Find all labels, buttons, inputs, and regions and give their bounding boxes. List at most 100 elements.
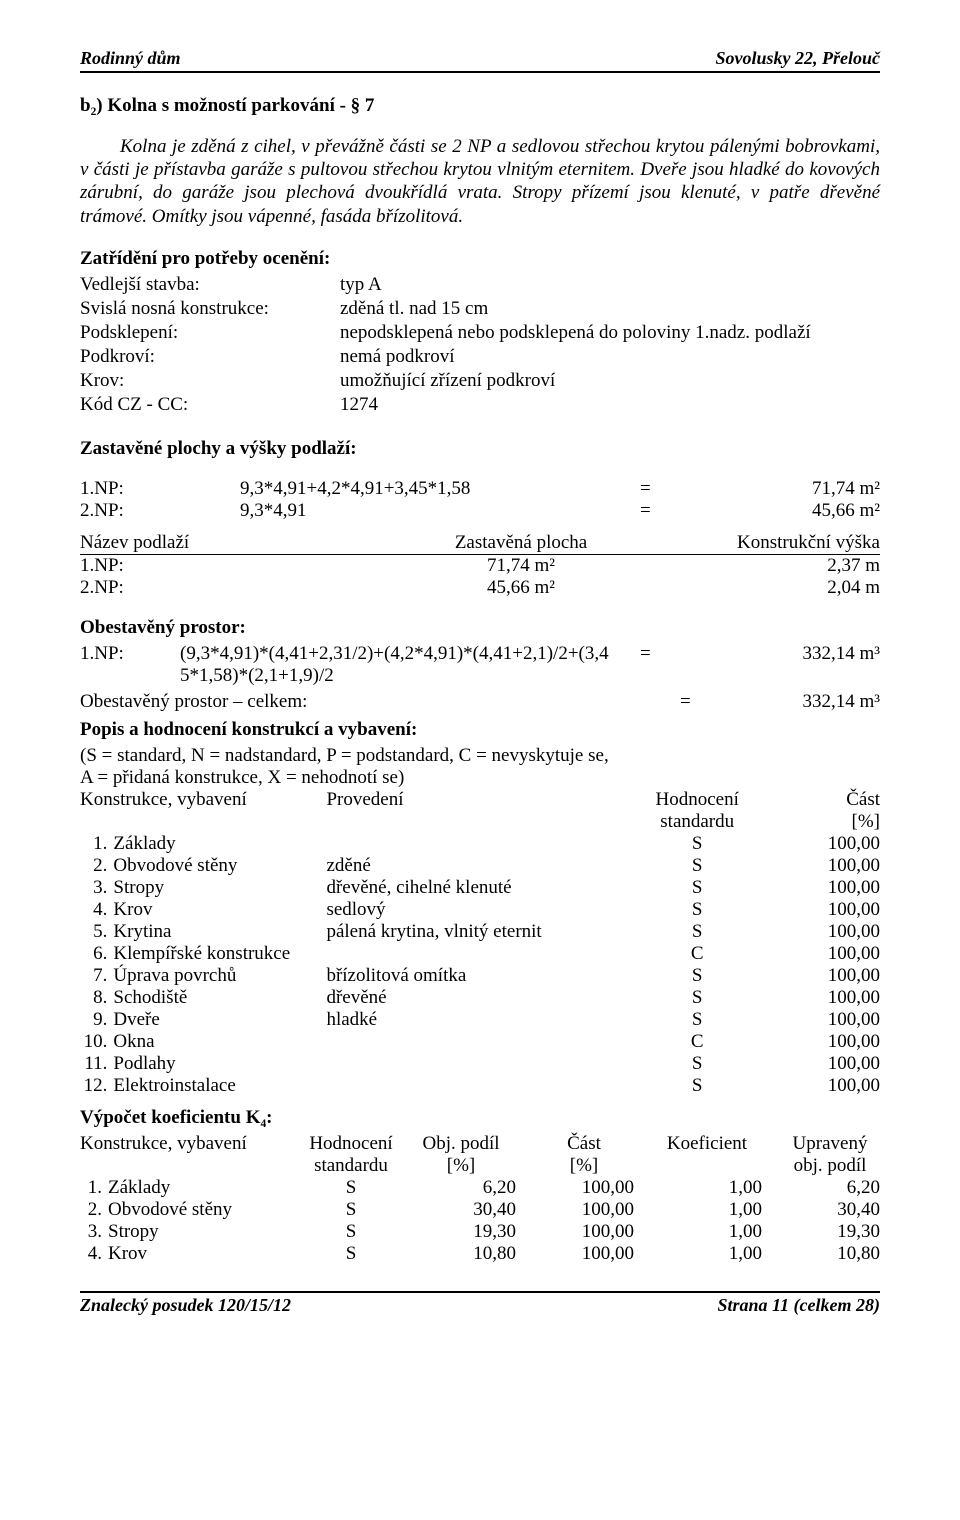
konst-h: S bbox=[640, 921, 755, 943]
konst-name: Dveře bbox=[113, 1009, 326, 1031]
koef-h6: Upravený bbox=[780, 1133, 880, 1155]
koef-num: 2. bbox=[80, 1199, 108, 1221]
koef-h2b: standardu bbox=[296, 1155, 406, 1177]
koef-c: 100,00 bbox=[534, 1177, 652, 1199]
konst-h: S bbox=[640, 1075, 755, 1097]
konst-header: Konstrukce, vybaveníProvedeníHodnoceníČá… bbox=[80, 789, 880, 811]
plochy-expr: 9,3*4,91+4,2*4,91+3,45*1,58 bbox=[240, 478, 640, 500]
konst-num: 7. bbox=[80, 965, 113, 987]
konst-p: 100,00 bbox=[755, 921, 880, 943]
plochy-label: 1.NP: bbox=[80, 478, 240, 500]
plochy-val: 45,66 m² bbox=[680, 500, 880, 522]
konst-h: S bbox=[640, 1009, 755, 1031]
nazev-h2: Zastavěná plocha bbox=[388, 532, 655, 555]
koef-h2: Hodnocení bbox=[296, 1133, 406, 1155]
koef-heading: Výpočet koeficientu K₄: bbox=[80, 1107, 880, 1129]
nazev-table: Název podlažíZastavěná plochaKonstrukční… bbox=[80, 532, 880, 599]
konst-prov: zděné bbox=[326, 855, 639, 877]
koef-num: 3. bbox=[80, 1221, 108, 1243]
zatrideni-key: Kód CZ - CC: bbox=[80, 394, 340, 418]
konst-name: Okna bbox=[113, 1031, 326, 1053]
konst-h: S bbox=[640, 987, 755, 1009]
zatrideni-row: Svislá nosná konstrukce:zděná tl. nad 15… bbox=[80, 298, 811, 322]
konst-h3: Hodnocení bbox=[640, 789, 755, 811]
obest-heading: Obestavěný prostor: bbox=[80, 617, 880, 639]
koef-h3: Obj. podíl bbox=[406, 1133, 534, 1155]
koef-k: 1,00 bbox=[652, 1221, 780, 1243]
koef-u: 6,20 bbox=[780, 1177, 880, 1199]
obest-row: 1.NP:(9,3*4,91)*(4,41+2,31/2)+(4,2*4,91)… bbox=[80, 643, 880, 687]
konst-prov: pálená krytina, vlnitý eternit bbox=[326, 921, 639, 943]
konst-num: 9. bbox=[80, 1009, 113, 1031]
obest-table: 1.NP:(9,3*4,91)*(4,41+2,31/2)+(4,2*4,91)… bbox=[80, 643, 880, 687]
konst-row: 8.SchodištědřevěnéS100,00 bbox=[80, 987, 880, 1009]
konst-p: 100,00 bbox=[755, 833, 880, 855]
koef-op: 30,40 bbox=[406, 1199, 534, 1221]
koef-hval: S bbox=[296, 1243, 406, 1265]
koef-op: 6,20 bbox=[406, 1177, 534, 1199]
konst-prov bbox=[326, 1031, 639, 1053]
konst-h4b: [%] bbox=[755, 811, 880, 833]
konst-h: S bbox=[640, 855, 755, 877]
konst-h: C bbox=[640, 943, 755, 965]
konst-prov: břízolitová omítka bbox=[326, 965, 639, 987]
paragraph: Kolna je zděná z cihel, v převážně části… bbox=[80, 135, 880, 228]
konst-num: 8. bbox=[80, 987, 113, 1009]
obest-total: Obestavěný prostor – celkem: = 332,14 m³ bbox=[80, 691, 880, 713]
konst-row: 3.Stropydřevěné, cihelné klenutéS100,00 bbox=[80, 877, 880, 899]
zatrideni-key: Podkroví: bbox=[80, 346, 340, 370]
koef-h5: Koeficient bbox=[652, 1133, 780, 1155]
koef-h1: Konstrukce, vybavení bbox=[80, 1133, 296, 1155]
nazev-row: 1.NP:71,74 m²2,37 m bbox=[80, 554, 880, 577]
koef-row: 2.Obvodové stěnyS30,40100,001,0030,40 bbox=[80, 1199, 880, 1221]
nazev-row: 2.NP:45,66 m²2,04 m bbox=[80, 577, 880, 599]
konst-h: S bbox=[640, 1053, 755, 1075]
obest-total-label: Obestavěný prostor – celkem: bbox=[80, 691, 307, 713]
konst-p: 100,00 bbox=[755, 899, 880, 921]
konst-row: 11.PodlahyS100,00 bbox=[80, 1053, 880, 1075]
konst-h1: Konstrukce, vybavení bbox=[80, 789, 326, 811]
konst-prov bbox=[326, 943, 639, 965]
obest-total-eq: = bbox=[680, 691, 710, 713]
nazev-c2: 45,66 m² bbox=[388, 577, 655, 599]
konst-name: Základy bbox=[113, 833, 326, 855]
nazev-c3: 2,04 m bbox=[654, 577, 880, 599]
konst-table: Konstrukce, vybaveníProvedeníHodnoceníČá… bbox=[80, 789, 880, 1097]
koef-h4: Část bbox=[534, 1133, 652, 1155]
konst-h2: Provedení bbox=[326, 789, 639, 811]
nazev-c2: 71,74 m² bbox=[388, 554, 655, 577]
plochy-eq: = bbox=[640, 478, 680, 500]
konst-row: 9.DveřehladkéS100,00 bbox=[80, 1009, 880, 1031]
zatrideni-row: Podkroví:nemá podkroví bbox=[80, 346, 811, 370]
konst-prov bbox=[326, 833, 639, 855]
konst-h: S bbox=[640, 877, 755, 899]
koef-c: 100,00 bbox=[534, 1243, 652, 1265]
konst-prov: hladké bbox=[326, 1009, 639, 1031]
konst-p: 100,00 bbox=[755, 1031, 880, 1053]
konst-num: 5. bbox=[80, 921, 113, 943]
konst-row: 12.ElektroinstalaceS100,00 bbox=[80, 1075, 880, 1097]
koef-name: Základy bbox=[108, 1177, 296, 1199]
konst-name: Krov bbox=[113, 899, 326, 921]
konst-prov bbox=[326, 1053, 639, 1075]
konst-h3b: standardu bbox=[640, 811, 755, 833]
konst-name: Klempířské konstrukce bbox=[113, 943, 326, 965]
obest-c4: 332,14 m³ bbox=[670, 643, 880, 687]
koef-u: 10,80 bbox=[780, 1243, 880, 1265]
konst-p: 100,00 bbox=[755, 987, 880, 1009]
koef-num: 4. bbox=[80, 1243, 108, 1265]
konst-h4: Část bbox=[755, 789, 880, 811]
konst-h: S bbox=[640, 833, 755, 855]
konst-num: 10. bbox=[80, 1031, 113, 1053]
page-header: Rodinný dům Sovolusky 22, Přelouč bbox=[80, 48, 880, 73]
nazev-h1: Název podlaží bbox=[80, 532, 388, 555]
konst-prov bbox=[326, 1075, 639, 1097]
zatrideni-val: umožňující zřízení podkroví bbox=[340, 370, 811, 394]
koef-hval: S bbox=[296, 1221, 406, 1243]
zatrideni-key: Krov: bbox=[80, 370, 340, 394]
koef-hval: S bbox=[296, 1177, 406, 1199]
koef-table: Konstrukce, vybaveníHodnoceníObj. podílČ… bbox=[80, 1133, 880, 1265]
zatrideni-table: Vedlejší stavba:typ ASvislá nosná konstr… bbox=[80, 274, 811, 418]
plochy-table: 1.NP:9,3*4,91+4,2*4,91+3,45*1,58=71,74 m… bbox=[80, 478, 880, 522]
konst-name: Obvodové stěny bbox=[113, 855, 326, 877]
